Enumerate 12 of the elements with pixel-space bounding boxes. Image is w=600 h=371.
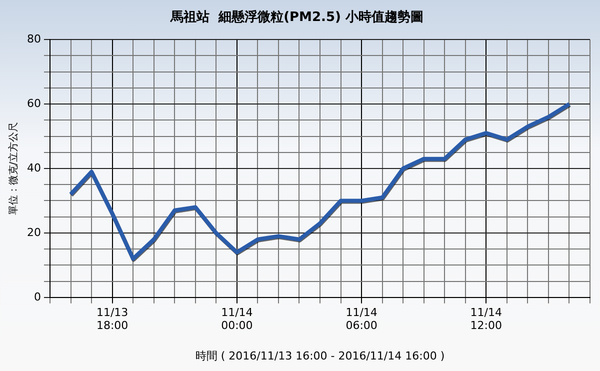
chart-title: 馬祖站 細懸浮微粒(PM2.5) 小時值趨勢圖 [170, 9, 424, 26]
x-axis-title: 時間 ( 2016/11/13 16:00 - 2016/11/14 16:00 ) [195, 349, 445, 362]
y-tick-label: 20 [26, 226, 41, 239]
y-tick-label: 80 [26, 32, 41, 46]
x-tick-label: 11/13 18:00 [96, 306, 128, 332]
x-tick-label: 11/14 00:00 [221, 306, 253, 332]
y-tick-label: 40 [26, 161, 41, 174]
y-tick-label: 0 [34, 290, 41, 304]
y-axis-title: 單位：微克/立方公尺 [8, 122, 20, 216]
y-tick-label: 60 [26, 96, 41, 110]
x-tick-label: 11/14 12:00 [470, 306, 502, 332]
x-tick-label: 11/14 06:00 [346, 306, 378, 332]
